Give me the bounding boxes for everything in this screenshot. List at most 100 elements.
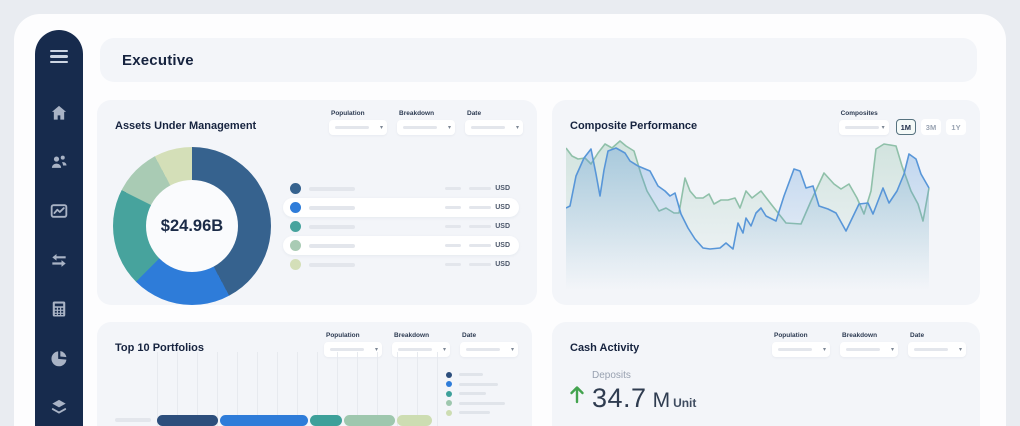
filter-label: Date xyxy=(467,110,482,117)
sidebar-item-transfers[interactable] xyxy=(49,250,69,270)
deposits-unit: Unit xyxy=(673,396,697,410)
legend-label-skeleton xyxy=(459,382,498,386)
legend-dot xyxy=(446,381,452,388)
portfolios-legend-row xyxy=(446,370,505,380)
range-button-1y[interactable]: 1Y xyxy=(946,119,966,135)
legend-dot xyxy=(446,390,452,397)
page-title: Executive xyxy=(122,51,194,69)
select-placeholder-skeleton xyxy=(846,348,880,351)
users-icon xyxy=(51,155,67,169)
legend-dot xyxy=(290,221,301,232)
chevron-down-icon: ▾ xyxy=(890,346,894,353)
usd-label: USD xyxy=(495,261,510,268)
aum-legend-row[interactable]: USD xyxy=(283,236,519,255)
filter-label: Date xyxy=(910,332,925,339)
range-button-1m[interactable]: 1M xyxy=(895,119,916,135)
chevron-down-icon: ▾ xyxy=(822,346,826,353)
legend-label-skeleton xyxy=(309,205,355,210)
chevron-down-icon: ▾ xyxy=(881,124,885,131)
bar-segment xyxy=(397,414,432,426)
legend-label-skeleton xyxy=(309,243,355,248)
filter-date: Date ▾ xyxy=(908,332,966,357)
date-select[interactable]: ▾ xyxy=(465,120,523,135)
deposits-value-row: 34.7 M Unit xyxy=(592,383,696,414)
breakdown-select[interactable]: ▾ xyxy=(840,342,898,357)
chevron-down-icon: ▾ xyxy=(379,124,383,131)
filter-date: Date ▾ xyxy=(460,332,518,357)
date-select[interactable]: ▾ xyxy=(908,342,966,357)
aum-legend-row[interactable]: USD xyxy=(283,255,519,274)
population-select[interactable]: ▾ xyxy=(772,342,830,357)
composite-blue-line xyxy=(566,147,930,250)
date-select[interactable]: ▾ xyxy=(460,342,518,357)
composite-controls: Composites ▾ 1M 3M 1Y xyxy=(838,110,966,135)
sidebar-nav xyxy=(49,103,69,417)
legend-value-skeleton xyxy=(445,244,462,247)
sidebar-item-performance[interactable] xyxy=(49,201,69,221)
legend-value-skeleton xyxy=(445,263,462,266)
deposits-label: Deposits xyxy=(592,370,631,381)
population-select[interactable]: ▾ xyxy=(329,120,387,135)
legend-dot xyxy=(290,259,301,270)
legend-dot xyxy=(290,240,301,251)
legend-label-skeleton xyxy=(309,224,355,229)
chevron-down-icon: ▾ xyxy=(510,346,514,353)
population-select[interactable]: ▾ xyxy=(324,342,382,357)
bar-segment xyxy=(344,414,395,426)
deposits-value: 34.7 xyxy=(592,383,647,413)
bar-segment xyxy=(157,414,218,426)
calculator-icon xyxy=(52,301,66,317)
donut-chart: $24.96B xyxy=(113,147,271,305)
filter-label: Breakdown xyxy=(842,332,878,339)
composite-blue-area xyxy=(566,148,929,290)
aum-legend-row[interactable]: USD xyxy=(283,198,519,217)
portfolios-legend-row xyxy=(446,399,505,409)
legend-amount-skeleton xyxy=(469,206,492,209)
filter-label: Date xyxy=(462,332,477,339)
aum-legend-row[interactable]: USD xyxy=(283,217,519,236)
select-placeholder-skeleton xyxy=(844,126,879,129)
sidebar-item-layers[interactable] xyxy=(49,397,69,417)
sidebar-item-home[interactable] xyxy=(49,103,69,123)
card-title: Assets Under Management xyxy=(115,120,257,132)
filter-row: Population ▾ Breakdown ▾ Date ▾ xyxy=(324,332,518,357)
filter-breakdown: Breakdown ▾ xyxy=(392,332,450,357)
arrow-up-icon xyxy=(570,386,584,404)
legend-dot xyxy=(446,371,452,378)
usd-label: USD xyxy=(495,242,510,249)
deposits-block: Deposits 34.7 M Unit xyxy=(592,370,696,414)
aum-legend-row[interactable]: USD xyxy=(283,179,519,198)
legend-amount-skeleton xyxy=(469,225,492,228)
sidebar-item-clients[interactable] xyxy=(49,152,69,172)
breakdown-select[interactable]: ▾ xyxy=(392,342,450,357)
sidebar-item-allocation[interactable] xyxy=(49,348,69,368)
legend-amount-skeleton xyxy=(469,263,492,266)
range-button-3m[interactable]: 3M xyxy=(921,119,941,135)
filter-breakdown: Breakdown ▾ xyxy=(840,332,898,357)
filter-row: Population ▾ Breakdown ▾ Date ▾ xyxy=(772,332,966,357)
breakdown-select[interactable]: ▾ xyxy=(397,120,455,135)
filter-label: Population xyxy=(331,110,365,117)
portfolios-legend-row xyxy=(446,389,505,399)
sidebar-item-calculator[interactable] xyxy=(49,299,69,319)
filter-row: Population ▾ Breakdown ▾ Date ▾ xyxy=(329,110,523,135)
composites-select[interactable]: ▾ xyxy=(838,120,889,135)
chevron-down-icon: ▾ xyxy=(442,346,446,353)
bar-segment xyxy=(220,414,308,426)
usd-label: USD xyxy=(495,204,510,211)
filter-label: Breakdown xyxy=(399,110,435,117)
hamburger-menu-icon[interactable] xyxy=(50,50,68,64)
donut-hole: $24.96B xyxy=(146,180,238,272)
card-composite-performance: Composite Performance Composites ▾ 1M 3M… xyxy=(552,100,980,305)
composite-line-chart xyxy=(566,140,930,290)
card-cash-activity: Cash Activity Population ▾ Breakdown ▾ Date ▾… xyxy=(552,322,980,426)
legend-label-skeleton xyxy=(309,262,355,267)
portfolios-legend-row xyxy=(446,408,505,418)
deposits-magnitude: M xyxy=(652,389,671,412)
chevron-down-icon: ▾ xyxy=(374,346,378,353)
card-top-10-portfolios: Top 10 Portfolios Population ▾ Breakdown ▾ D… xyxy=(97,322,532,426)
donut-center-value: $24.96B xyxy=(160,216,224,235)
legend-label-skeleton xyxy=(459,401,505,405)
select-placeholder-skeleton xyxy=(778,348,812,351)
